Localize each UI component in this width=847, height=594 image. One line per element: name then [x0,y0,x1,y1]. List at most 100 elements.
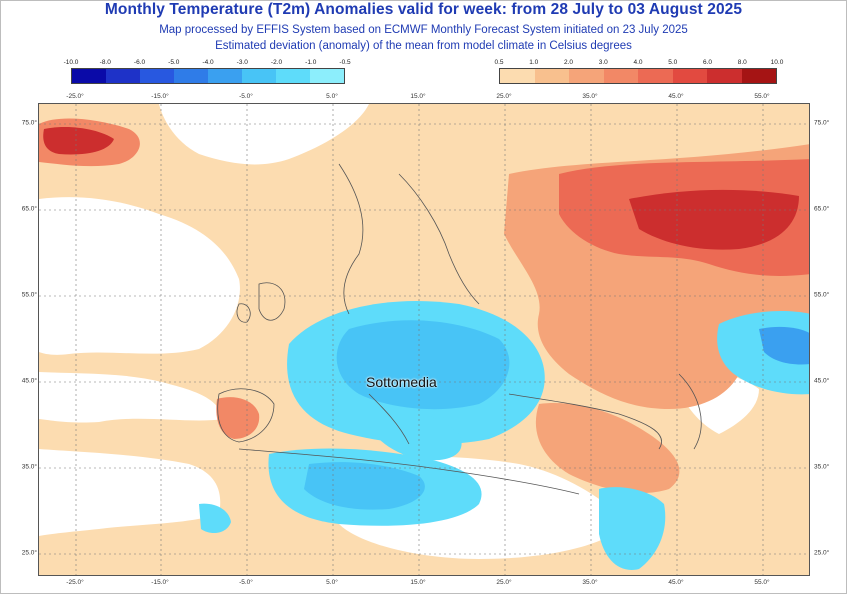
legend-cold-label: -0.5 [339,59,351,66]
legend-cold-label: -2.0 [270,59,283,66]
longitude-tick-label: 35.0° [582,93,598,100]
legend-cold-label: -10.0 [63,59,79,66]
legend-warm-swatch [500,69,535,83]
map-subtitle-units: Estimated deviation (anomaly) of the mea… [215,40,632,52]
legend-warm-label: 10.0 [770,59,784,66]
legend-warm-label: 4.0 [633,59,643,66]
longitude-tick-label: 45.0° [668,93,684,100]
coastline-great-britain [258,282,286,321]
legend-warm-swatch [741,69,776,83]
longitude-tick-label: -25.0° [66,579,84,586]
legend-cold-scale: -10.0 -8.0 -6.0 -5.0 -4.0 -3.0 -2.0 -1.0 -0.5 [64,59,351,85]
coastline-iberia [217,388,275,443]
legend-cold-swatch [276,69,310,83]
legend-cold-swatch [72,69,106,83]
anomaly-area-neutral-atlantic-north [39,197,240,355]
legend-cold-swatch [242,69,276,83]
longitude-tick-label: 55.0° [754,579,770,586]
legend-warm-label: 3.0 [598,59,608,66]
legend-warm-scale: 0.5 1.0 2.0 3.0 4.0 5.0 6.0 8.0 10.0 [494,59,783,85]
legend-warm-label: 6.0 [702,59,713,66]
graticule [39,104,809,575]
legend-cold-label: -3.0 [236,59,248,66]
longitude-tick-label: -15.0° [151,579,169,586]
anomaly-area-cold-central-europe-core [336,320,510,410]
coastline-black-sea [508,393,662,450]
legend-cold-label: -4.0 [202,59,214,66]
map-annotation-sottomedia: Sottomedia [366,374,437,390]
legend-warm-label: 5.0 [668,59,678,66]
legend-warm-label: 0.5 [494,59,504,66]
legend-cold-label: -6.0 [133,59,146,66]
latitude-ticks-right: 75.0° 65.0° 55.0° 45.0° 35.0° 25.0° [813,103,843,576]
legend-cold-colorbar [71,68,345,84]
longitude-tick-label: 45.0° [668,579,684,586]
legend-cold-swatch [174,69,208,83]
legend-warm-label: 1.0 [529,59,539,66]
anomaly-area-strong-warm-norwegian-sea [43,127,114,155]
legend-warm-swatch [638,69,673,83]
anomaly-area-neutral-atlantic-mid [39,372,224,423]
legend-cold-swatch [106,69,140,83]
legend-cold-swatch [140,69,174,83]
legend-cold-labels: -10.0 -8.0 -6.0 -5.0 -4.0 -3.0 -2.0 -1.0 -0.5 [64,59,351,71]
anomaly-area-cold-west-africa [199,503,231,534]
legend-warm-swatch [534,69,569,83]
anomaly-area-very-strong-warm-russia [629,189,799,250]
legend-cold-swatch [310,69,344,83]
coastline-scandinavia [338,163,364,315]
longitude-tick-label: -25.0° [66,93,84,100]
longitude-tick-label: 25.0° [496,579,512,586]
legend-warm-label: 8.0 [737,59,747,66]
latitude-ticks-left: 75.0° 65.0° 55.0° 45.0° 35.0° 25.0° [16,103,38,576]
anomaly-area-cold-kazakhstan-core [759,326,809,365]
legend-cold-label: -1.0 [305,59,317,66]
legend-warm-swatch [707,69,742,83]
latitude-tick-label: 25.0° [21,549,37,557]
latitude-tick-label: 55.0° [814,291,830,299]
longitude-tick-label: 5.0° [326,579,338,586]
anomaly-area-cold-north-africa-core [304,462,425,510]
anomaly-area-neutral-atlantic-south [39,449,221,536]
latitude-tick-label: 25.0° [814,549,830,557]
map-subtitle-processing: Map processed by EFFIS System based on E… [159,24,688,36]
legend-cold-label: -5.0 [168,59,180,66]
legend-warm-swatch [672,69,707,83]
latitude-tick-label: 35.0° [21,463,37,471]
legend-warm-swatch [603,69,638,83]
legend-cold-swatch [208,69,242,83]
longitude-tick-label: -5.0° [239,579,253,586]
legend-warm-labels: 0.5 1.0 2.0 3.0 4.0 5.0 6.0 8.0 10.0 [494,59,783,71]
latitude-tick-label: 65.0° [21,205,37,213]
longitude-tick-label: 15.0° [410,93,426,100]
latitude-tick-label: 45.0° [21,377,37,385]
longitude-tick-label: 35.0° [582,579,598,586]
anomaly-area-warm-iberia [216,397,260,439]
longitude-tick-label: 55.0° [754,93,770,100]
latitude-tick-label: 55.0° [21,291,37,299]
longitude-ticks-top: -25.0° -15.0° -5.0° 5.0° 15.0° 25.0° 35.0° 45.0… [38,93,810,102]
legend-cold-label: -8.0 [99,59,111,66]
latitude-tick-label: 65.0° [814,205,830,213]
latitude-tick-label: 75.0° [814,119,830,127]
coastline-ireland [236,303,251,323]
longitude-tick-label: 25.0° [496,93,512,100]
longitude-ticks-bottom: -25.0° -15.0° -5.0° 5.0° 15.0° 25.0° 35.0° 45.0… [38,579,810,588]
anomaly-area-moderate-warm-balkans [535,403,680,494]
coastline-italy [368,393,410,445]
anomaly-map [38,103,810,576]
anomaly-map-graphic [39,104,809,575]
legend-warm-swatch [569,69,604,83]
coastline-north-africa [238,448,580,495]
longitude-tick-label: -15.0° [151,93,169,100]
latitude-tick-label: 45.0° [814,377,830,385]
latitude-tick-label: 75.0° [21,119,37,127]
coastline-caspian [678,373,702,450]
legend-warm-colorbar [499,68,777,84]
coastline-sweden [398,173,480,305]
anomaly-area-neutral-arctic [159,104,369,165]
map-title: Monthly Temperature (T2m) Anomalies vali… [104,1,743,18]
legend-warm-label: 2.0 [563,59,574,66]
latitude-tick-label: 35.0° [814,463,830,471]
longitude-tick-label: -5.0° [239,93,253,100]
